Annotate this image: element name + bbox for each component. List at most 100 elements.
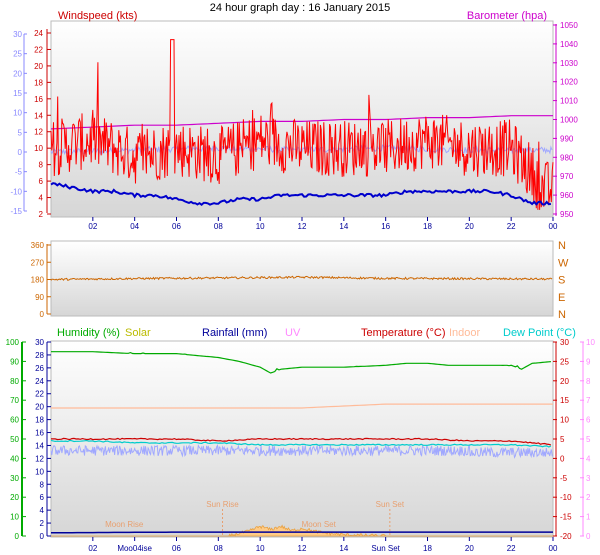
uv-tick-label: 5 — [586, 435, 591, 444]
x-tick-label: 06 — [172, 544, 181, 553]
x-tick-label: 02 — [88, 544, 97, 553]
windspeed-tick-label: 14 — [34, 111, 43, 120]
dewpoint-series — [50, 439, 552, 448]
temperature-series — [51, 437, 552, 446]
panel3-x-ticks: 02 Moo04ise 06 08 10 12 14 Sun Set 18 20 22 00 — [88, 537, 558, 553]
rainfall-tick-label: 26 — [35, 364, 44, 373]
rainfall-tick-label: 2 — [40, 519, 45, 528]
barometer-tick-label: 1050 — [560, 21, 578, 30]
panel3-series: Sun Rise Sun Set Moon Rise Moon Set — [50, 351, 554, 537]
direction-degree-label: 90 — [35, 293, 44, 302]
temperature-tick-label: 20 — [560, 377, 569, 386]
uv-tick-label: 2 — [586, 493, 591, 502]
windspeed-tick-label: 6 — [39, 177, 44, 186]
windspeed-tick-label: 18 — [34, 78, 43, 87]
far-left-tick-label: 15 — [13, 89, 22, 98]
rainfall-tick-label: 30 — [35, 338, 44, 347]
far-left-tick-label: 30 — [13, 30, 22, 39]
windspeed-tick-label: 16 — [34, 95, 43, 104]
barometer-tick-label: 1030 — [560, 59, 578, 68]
chart-title: 24 hour graph day : 16 January 2015 — [210, 2, 390, 14]
barometer-axis-title: Barometer (hpa) — [467, 10, 547, 22]
x-tick-label: 00 — [549, 222, 558, 231]
windspeed-tick-label: 22 — [34, 45, 43, 54]
direction-degree-label: 0 — [40, 310, 45, 319]
windspeed-series — [50, 39, 554, 210]
rainfall-tick-label: 10 — [35, 467, 44, 476]
rainfall-tick-label: 22 — [35, 390, 44, 399]
indoor-series — [51, 403, 553, 409]
compass-label: N — [558, 240, 566, 252]
x-tick-label: Sun Set — [371, 544, 400, 553]
rainfall-tick-label: 6 — [40, 493, 45, 502]
temperature-tick-label: 15 — [560, 396, 569, 405]
far-left-tick-label: 5 — [18, 128, 23, 137]
x-tick-label: 22 — [507, 544, 516, 553]
uv-tick-label: 1 — [586, 513, 591, 522]
compass-label: E — [558, 292, 565, 304]
humidity-tick-label: 40 — [10, 454, 19, 463]
rainfall-series — [50, 531, 553, 534]
panel1-series — [50, 39, 554, 210]
x-tick-label: 10 — [256, 222, 265, 231]
uv-tick-label: 9 — [586, 357, 591, 366]
solar-series — [51, 524, 553, 537]
far-left-scale: 30 25 20 15 10 5 0 -5 -10 -15 — [10, 30, 27, 216]
temperature-scale: 30 25 20 15 10 5 0 -5 -10 -15 -20 — [553, 338, 572, 541]
barometer-tick-label: 990 — [560, 134, 574, 143]
x-tick-label: 22 — [507, 222, 516, 231]
panel2-series — [50, 275, 553, 281]
windspeed-tick-label: 2 — [39, 210, 44, 219]
temperature-tick-label: 10 — [560, 416, 569, 425]
humidity-tick-label: 20 — [10, 493, 19, 502]
humidity-tick-label: 30 — [10, 474, 19, 483]
barometer-tick-label: 1010 — [560, 97, 578, 106]
humidity-tick-label: 60 — [10, 416, 19, 425]
x-tick-label: 06 — [172, 222, 181, 231]
rainfall-tick-label: 14 — [35, 441, 44, 450]
far-left-tick-label: 20 — [13, 69, 22, 78]
blue-series — [50, 182, 552, 206]
x-tick-label: 14 — [339, 544, 348, 553]
moon_set-label: Moon Set — [302, 520, 337, 529]
temperature-tick-label: 0 — [560, 454, 565, 463]
windspeed-plot-area — [50, 20, 554, 218]
humidity-tick-label: 70 — [10, 396, 19, 405]
legend-indoor: Indoor — [449, 327, 481, 339]
barometer-scale: 1050 1040 1030 1020 1010 1000 990 980 970 960 950 — [553, 21, 578, 219]
barometer-tick-label: 960 — [560, 191, 574, 200]
humidity-tick-label: 0 — [15, 532, 20, 541]
uv-tick-label: 6 — [586, 416, 591, 425]
temperature-tick-label: -15 — [560, 513, 572, 522]
compass-label: S — [558, 275, 565, 287]
uv-tick-label: 7 — [586, 396, 591, 405]
panel3-legend: Humidity (%) Solar Rainfall (mm) UV Temp… — [57, 327, 576, 339]
uv-tick-label: 4 — [586, 454, 591, 463]
far-left-tick-label: -10 — [10, 187, 22, 196]
legend-temperature: Temperature (°C) — [361, 327, 445, 339]
x-tick-label: 20 — [465, 222, 474, 231]
x-tick-label: 04 — [130, 222, 139, 231]
barometer-tick-label: 970 — [560, 172, 574, 181]
direction-degree-label: 180 — [31, 276, 45, 285]
uv-tick-label: 3 — [586, 474, 591, 483]
rainfall-tick-label: 16 — [35, 429, 44, 438]
uv-tick-label: 8 — [586, 377, 591, 386]
temperature-tick-label: 25 — [560, 357, 569, 366]
rainfall-tick-label: 24 — [35, 377, 44, 386]
sun_rise-label: Sun Rise — [206, 500, 239, 509]
x-tick-label: 12 — [298, 222, 307, 231]
barometer-tick-label: 950 — [560, 210, 574, 219]
x-tick-label: 16 — [381, 222, 390, 231]
windspeed-tick-label: 24 — [34, 29, 43, 38]
legend-rainfall: Rainfall (mm) — [202, 327, 267, 339]
sun_set-label: Sun Set — [376, 500, 405, 509]
barometer-tick-label: 980 — [560, 153, 574, 162]
x-tick-label: 08 — [214, 222, 223, 231]
humidity-tick-label: 100 — [6, 338, 20, 347]
wind-direction-series — [50, 275, 553, 281]
